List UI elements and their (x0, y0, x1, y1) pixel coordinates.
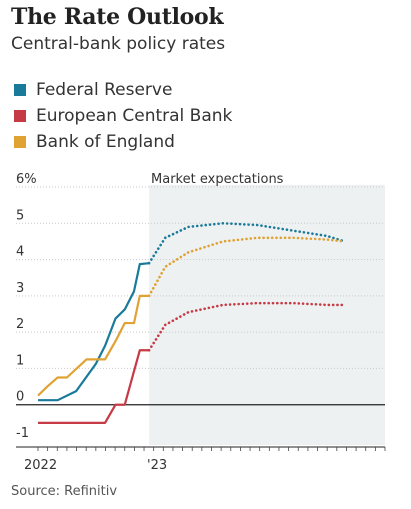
legend-swatch-ecb (14, 110, 26, 122)
x-tick-label-23: '23 (147, 458, 167, 473)
x-tick-label-2022: 2022 (24, 458, 57, 473)
legend-item-ecb: European Central Bank (14, 103, 232, 129)
legend-label-fed: Federal Reserve (36, 80, 173, 100)
y-tick-label: 4 (16, 245, 24, 260)
forecast-region-label: Market expectations (151, 172, 284, 187)
series-expectation-ecb (147, 301, 346, 352)
y-tick-label: 6% (16, 172, 37, 187)
y-tick-label: 2 (16, 317, 24, 332)
y-tick-label: 5 (16, 208, 24, 223)
series-line-fed (38, 262, 150, 402)
y-tick-label: 0 (16, 390, 24, 405)
chart-title: The Rate Outlook (11, 4, 224, 30)
legend-label-boe: Bank of England (36, 132, 175, 152)
forecast-region (149, 185, 385, 445)
series-expectation-fed (147, 221, 346, 265)
y-tick-label: 1 (16, 353, 24, 368)
series-line-boe (37, 294, 150, 397)
legend-label-ecb: European Central Bank (36, 106, 233, 126)
gridlines (16, 186, 386, 451)
y-tick-label: 3 (16, 281, 24, 296)
chart-background (149, 185, 385, 445)
series-layer (37, 221, 346, 424)
legend-swatch-fed (14, 84, 26, 96)
legend-item-fed: Federal Reserve (14, 77, 232, 103)
series-expectation-boe (147, 236, 346, 298)
source-note: Source: Refinitiv (11, 484, 118, 499)
legend: Federal Reserve European Central Bank Ba… (14, 77, 232, 155)
series-line-ecb (38, 349, 150, 424)
tick-labels: 6% 5 4 3 2 1 0 -1 2022 '23 Market expectations (16, 172, 284, 473)
y-tick-label: -1 (16, 426, 29, 441)
chart-subtitle: Central-bank policy rates (11, 34, 226, 54)
legend-swatch-boe (14, 136, 26, 148)
line-chart: 6% 5 4 3 2 1 0 -1 2022 '23 Market expectations (16, 172, 386, 473)
legend-item-boe: Bank of England (14, 129, 232, 155)
